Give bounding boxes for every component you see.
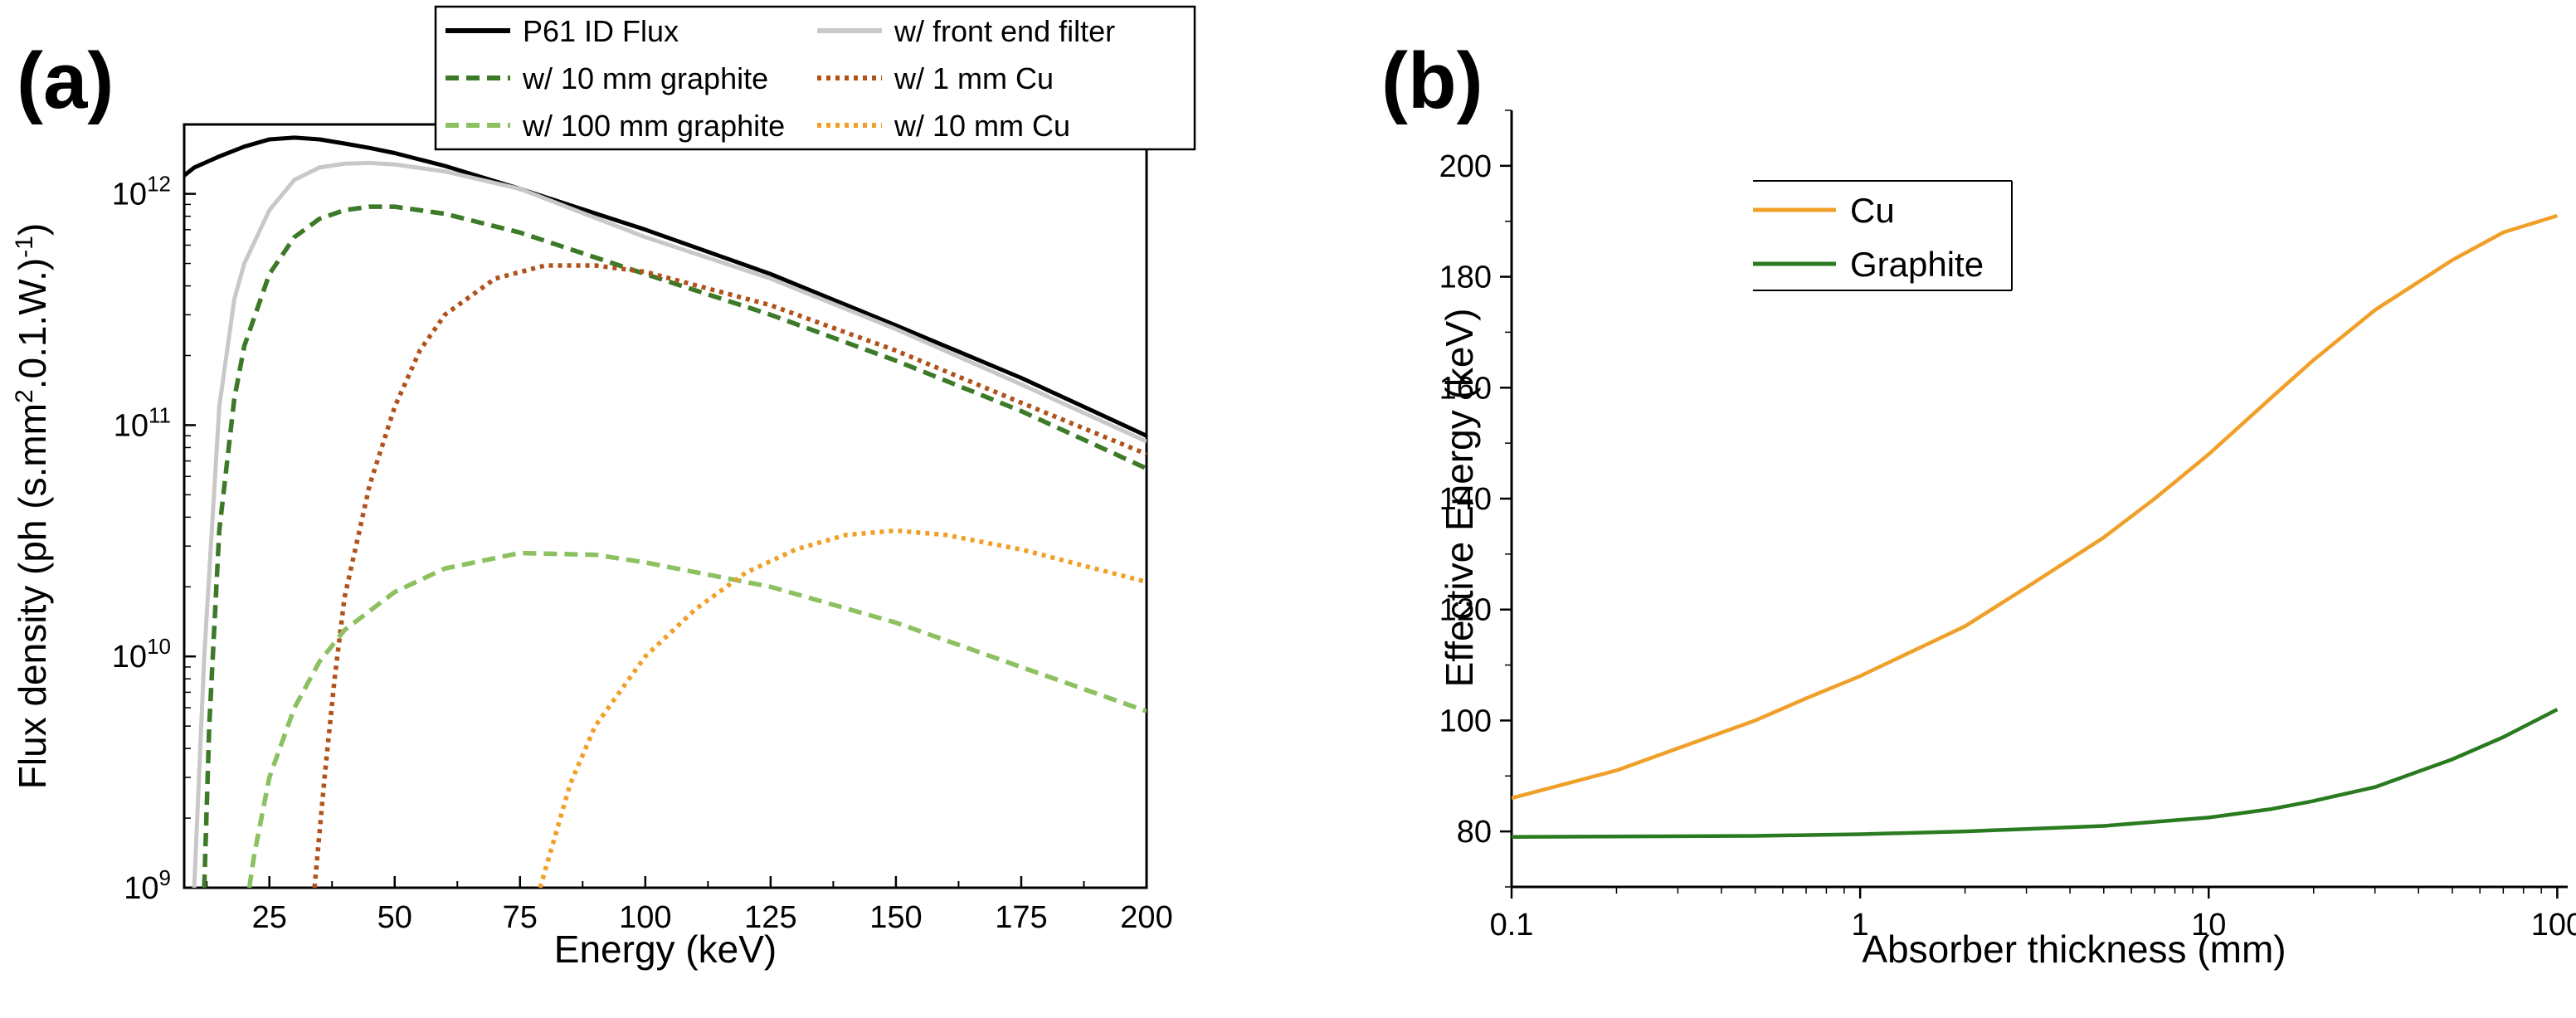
panel-a-x-tick-label-50: 50 xyxy=(377,900,412,935)
panel-b-y-tick-label-140: 140 xyxy=(1439,482,1492,517)
panel-b-x-tick-label-0.1: 0.1 xyxy=(1490,908,1534,943)
panel-a: (a) 109 1010 1011 1012 25 50 75 100 125 150 175 20… xyxy=(11,5,1196,971)
series-line-w-front-end-filter xyxy=(192,160,1147,888)
legend-label-front-end: w/ front end filter xyxy=(894,14,1115,48)
series-line-w-10-mm-graphite xyxy=(202,204,1147,888)
panel-a-legend: P61 ID Flux w/ front end filter w/ 10 mm… xyxy=(434,5,1196,151)
panel-a-x-tick-label-175: 175 xyxy=(995,900,1047,935)
panel-b-y-tick-label-180: 180 xyxy=(1439,261,1492,295)
panel-a-x-tick-label-125: 125 xyxy=(744,900,796,935)
legend-entry-graphite: Graphite xyxy=(1753,245,1984,284)
panel-b-x-axis-title: Absorber thickness (mm) xyxy=(1862,928,2286,971)
legend-label-p61: P61 ID Flux xyxy=(523,14,679,48)
panel-b-y-axis-title: Effective Energy (keV) xyxy=(1438,309,1481,688)
y-title-part-2: .0.1.W.) xyxy=(11,258,54,389)
panel-b-y-tick-label-100: 100 xyxy=(1439,704,1492,738)
legend-entry-10mm-graphite: w/ 10 mm graphite xyxy=(446,61,768,95)
y-title-part-3: ) xyxy=(11,223,54,236)
panel-a-y-tick-label-10: 1010 xyxy=(112,634,171,675)
legend-label-10mm-graphite: w/ 10 mm graphite xyxy=(522,61,768,95)
legend-label-cu: Cu xyxy=(1850,191,1895,230)
panel-b-series xyxy=(1512,213,2559,840)
panel-b-legend: Cu Graphite xyxy=(1753,180,2013,291)
panel-b-y-tick-label-200: 200 xyxy=(1439,149,1492,184)
panel-a-x-tick-label-75: 75 xyxy=(503,900,538,935)
legend-label-100mm-graphite: w/ 100 mm graphite xyxy=(522,109,785,143)
legend-label-graphite: Graphite xyxy=(1850,245,1984,284)
panel-b-y-tick-label-120: 120 xyxy=(1439,593,1492,628)
legend-entry-front-end: w/ front end filter xyxy=(817,14,1115,48)
legend-label-1mm-cu: w/ 1 mm Cu xyxy=(894,61,1054,95)
panel-a-y-tick-label-11: 1011 xyxy=(114,402,171,443)
y-title-sup-2: 2 xyxy=(11,389,38,403)
panel-a-x-tick-label-150: 150 xyxy=(869,900,922,935)
legend-entry-10mm-cu: w/ 10 mm Cu xyxy=(817,109,1070,143)
series-line-w-10-mm-cu xyxy=(538,528,1147,888)
panel-a-x-tick-label-200: 200 xyxy=(1120,900,1172,935)
y-title-sup-minus1: -1 xyxy=(11,236,38,258)
series-line-w-1-mm-cu xyxy=(312,263,1147,888)
legend-entry-p61: P61 ID Flux xyxy=(446,14,679,48)
panel-a-label: (a) xyxy=(17,37,114,125)
panel-a-x-axis-title: Energy (keV) xyxy=(554,928,777,971)
panel-a-x-tick-label-25: 25 xyxy=(252,900,287,935)
panel-b-x-tick-label-1: 1 xyxy=(1852,908,1869,943)
panel-b-y-tick-label-80: 80 xyxy=(1457,815,1492,850)
series-line-cu xyxy=(1512,213,2559,801)
panel-b-x-ticks: 0.1 1 10 100 xyxy=(1490,887,2576,943)
panel-b-x-tick-label-100: 100 xyxy=(2531,908,2576,943)
series-line-w-100-mm-graphite xyxy=(246,550,1147,888)
panel-b-y-tick-label-160: 160 xyxy=(1439,371,1492,406)
panel-a-y-tick-label-9: 109 xyxy=(124,865,171,906)
series-line-p61-id-flux xyxy=(184,135,1147,438)
y-title-part-1: Flux density (ph (s.mm xyxy=(11,403,54,789)
panel-a-y-axis-title: Flux density (ph (s.mm2.0.1.W.)-1) xyxy=(11,223,54,789)
panel-b: (b) 80 100 120 140 160 180 200 0.1 1 10 100 Absor… xyxy=(1381,37,2576,971)
legend-entry-cu: Cu xyxy=(1753,191,1895,230)
panel-a-y-tick-label-12: 1012 xyxy=(112,172,171,212)
legend-label-10mm-cu: w/ 10 mm Cu xyxy=(894,109,1070,143)
panel-b-x-tick-label-10: 10 xyxy=(2191,908,2226,943)
panel-a-series xyxy=(184,135,1147,888)
panel-a-x-ticks: 25 50 75 100 125 150 175 200 xyxy=(206,876,1173,935)
legend-entry-100mm-graphite: w/ 100 mm graphite xyxy=(446,109,785,143)
panel-a-legend-box xyxy=(434,5,1196,151)
panel-a-y-ticks: 109 1010 1011 1012 xyxy=(112,172,196,906)
panel-b-y-ticks: 80 100 120 140 160 180 200 xyxy=(1439,110,1512,888)
panel-a-x-tick-label-100: 100 xyxy=(619,900,671,935)
legend-entry-1mm-cu: w/ 1 mm Cu xyxy=(817,61,1054,95)
panel-b-label: (b) xyxy=(1381,37,1483,125)
series-line-graphite xyxy=(1512,708,2559,840)
